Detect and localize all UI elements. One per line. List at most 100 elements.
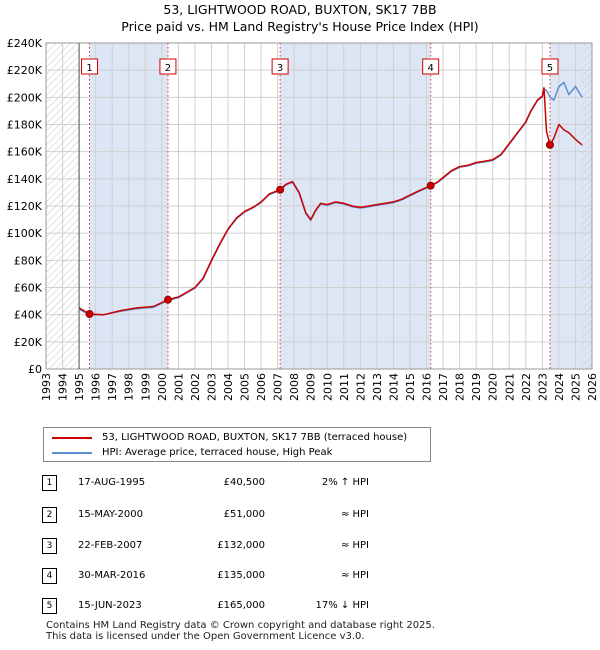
- transaction-number: 2: [42, 507, 57, 523]
- series-line: [78, 87, 583, 316]
- sale-label: 5: [547, 63, 553, 74]
- x-tick-label: 2018: [454, 373, 467, 401]
- x-tick-label: 2024: [553, 373, 566, 401]
- transaction-date: 17-AUG-1995: [78, 477, 146, 488]
- transaction-hpi: 2% ↑ HPI: [321, 477, 369, 488]
- x-tick-label: 2000: [156, 373, 169, 401]
- chart-title-main: 53, LIGHTWOOD ROAD, BUXTON, SK17 7BB: [163, 2, 437, 17]
- x-tick-label: 2019: [470, 373, 483, 401]
- y-tick-label: £40K: [14, 309, 43, 322]
- x-tick-label: 2001: [172, 373, 185, 401]
- x-tick-label: 2009: [305, 373, 318, 401]
- x-tick-label: 2005: [239, 373, 252, 401]
- transaction-date: 30-MAR-2016: [78, 570, 146, 581]
- price-chart: £0 £20K £40K £60K £80K £100K £120K £140K £160K £1…: [7, 37, 599, 401]
- chart-title: 53, LIGHTWOOD ROAD, BUXTON, SK17 7BB Pri…: [0, 1, 600, 35]
- y-tick-label: £160K: [7, 146, 43, 159]
- table-row: 4 30-MAR-2016 £135,000 ≈ HPI: [42, 568, 382, 584]
- chart-subtitle: Price paid vs. HM Land Registry's House …: [121, 19, 479, 34]
- transaction-price: £51,000: [223, 509, 265, 520]
- x-tick-label: 2017: [437, 373, 450, 401]
- chart-legend: 53, LIGHTWOOD ROAD, BUXTON, SK17 7BB (te…: [43, 427, 431, 462]
- sale-marker: [163, 295, 172, 304]
- y-tick-label: £120K: [7, 200, 43, 213]
- transaction-hpi: ≈ HPI: [340, 509, 369, 520]
- x-tick-label: 1999: [139, 373, 152, 401]
- transaction-date: 22-FEB-2007: [78, 540, 143, 551]
- table-row: 3 22-FEB-2007 £132,000 ≈ HPI: [42, 538, 382, 554]
- x-tick-label: 2002: [189, 373, 202, 401]
- x-tick-label: 2010: [321, 373, 334, 401]
- sale-marker: [85, 309, 94, 318]
- sale-label: 3: [277, 63, 283, 74]
- plot-border: [45, 42, 593, 370]
- legend-label-hpi: HPI: Average price, terraced house, High…: [102, 447, 333, 458]
- y-tick-label: £220K: [7, 64, 43, 77]
- sale-label-box: [541, 58, 559, 75]
- legend-item-price: 53, LIGHTWOOD ROAD, BUXTON, SK17 7BB (te…: [52, 432, 407, 443]
- table-row: 2 15-MAY-2000 £51,000 ≈ HPI: [42, 507, 382, 523]
- transaction-number: 3: [42, 538, 57, 554]
- x-tick-label: 2008: [288, 373, 301, 401]
- x-tick-label: 2022: [520, 373, 533, 401]
- x-tick-label: 2007: [272, 373, 285, 401]
- transaction-number: 5: [42, 598, 57, 614]
- transaction-date: 15-MAY-2000: [78, 509, 144, 520]
- transaction-hpi: ≈ HPI: [340, 570, 369, 581]
- x-tick-label: 1997: [106, 373, 119, 401]
- legend-swatch-price: [52, 436, 92, 439]
- x-tick-label: 2004: [222, 373, 235, 401]
- y-tick-label: £20K: [14, 336, 43, 349]
- y-tick-label: £60K: [14, 282, 43, 295]
- sale-label: 4: [427, 63, 433, 74]
- transaction-hpi: ≈ HPI: [340, 540, 369, 551]
- sale-marker: [545, 140, 554, 149]
- y-tick-label: £80K: [14, 254, 43, 267]
- x-tick-label: 2020: [487, 373, 500, 401]
- transaction-price: £40,500: [223, 477, 265, 488]
- y-tick-label: £200K: [7, 91, 43, 104]
- sale-label: 1: [86, 63, 92, 74]
- y-tick-label: £140K: [7, 173, 43, 186]
- x-tick-label: 2025: [569, 373, 582, 401]
- transaction-hpi: 17% ↓ HPI: [315, 600, 369, 611]
- x-tick-label: 1998: [123, 373, 136, 401]
- x-tick-label: 1996: [90, 373, 103, 401]
- x-tick-label: 2011: [338, 373, 351, 401]
- footer-copyright: Contains HM Land Registry data © Crown c…: [46, 620, 435, 631]
- sale-label-box: [271, 58, 289, 75]
- transaction-price: £132,000: [217, 540, 265, 551]
- x-tick-label: 2023: [536, 373, 549, 401]
- sale-label-box: [422, 58, 440, 75]
- y-tick-label: £240K: [7, 37, 43, 50]
- footer-attribution: Contains HM Land Registry data © Crown c…: [46, 620, 435, 642]
- x-tick-label: 2026: [586, 373, 599, 401]
- sale-label-box: [159, 58, 177, 75]
- x-tick-label: 1995: [73, 373, 86, 401]
- sale-label: 2: [165, 63, 171, 74]
- footer-licence: This data is licensed under the Open Gov…: [46, 631, 365, 642]
- legend-label-price: 53, LIGHTWOOD ROAD, BUXTON, SK17 7BB (te…: [102, 432, 408, 443]
- x-tick-label: 2014: [387, 373, 400, 401]
- x-tick-label: 2016: [421, 373, 434, 401]
- sale-marker: [276, 185, 285, 194]
- x-tick-label: 2012: [354, 373, 367, 401]
- transaction-number: 1: [42, 475, 57, 491]
- sale-marker: [426, 181, 435, 190]
- x-tick-label: 2003: [205, 373, 218, 401]
- x-tick-label: 1993: [40, 373, 53, 401]
- legend-swatch-hpi: [52, 451, 92, 454]
- transaction-price: £135,000: [217, 570, 265, 581]
- y-tick-label: £0: [28, 363, 42, 376]
- x-tick-label: 2006: [255, 373, 268, 401]
- table-row: 5 15-JUN-2023 £165,000 17% ↓ HPI: [42, 598, 382, 614]
- legend-item-hpi: HPI: Average price, terraced house, High…: [52, 447, 332, 458]
- table-row: 1 17-AUG-1995 £40,500 2% ↑ HPI: [42, 475, 382, 491]
- transaction-price: £165,000: [217, 600, 265, 611]
- sale-label-box: [81, 58, 99, 75]
- x-tick-label: 2013: [371, 373, 384, 401]
- y-tick-label: £100K: [7, 227, 43, 240]
- x-tick-label: 2021: [503, 373, 516, 401]
- x-tick-label: 1994: [57, 373, 70, 401]
- transaction-number: 4: [42, 568, 57, 584]
